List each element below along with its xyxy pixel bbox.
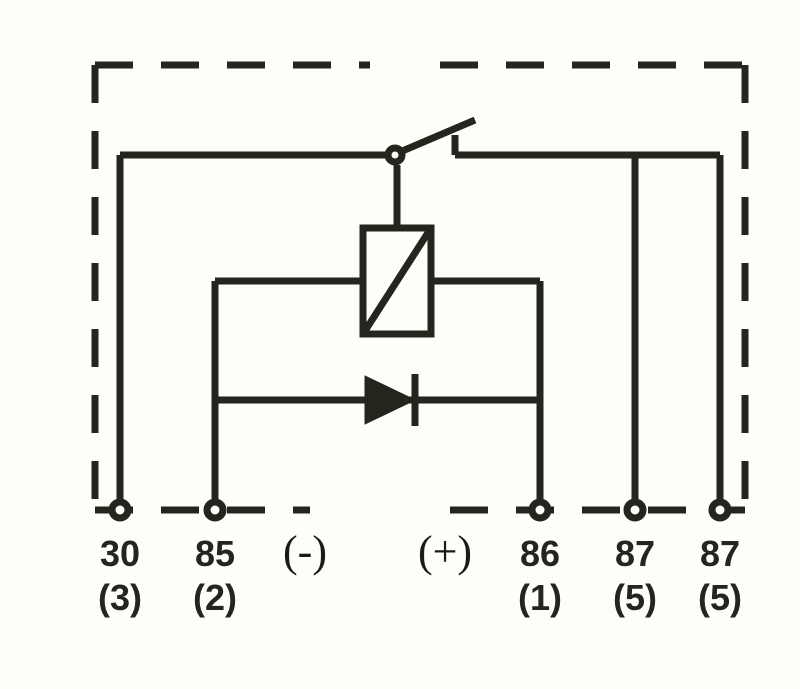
terminal-sublabel-30: (3)	[98, 577, 142, 618]
terminal-87	[712, 502, 728, 518]
terminal-30	[112, 502, 128, 518]
terminal-label-85: 85	[195, 533, 235, 574]
terminal-label-87: 87	[700, 533, 740, 574]
terminal-label-86: 86	[520, 533, 560, 574]
terminal-sublabel-85: (2)	[193, 577, 237, 618]
terminal-sublabel-87: (5)	[698, 577, 742, 618]
terminal-sublabel-86: (1)	[518, 577, 562, 618]
terminal-label-30: 30	[100, 533, 140, 574]
terminal-85	[207, 502, 223, 518]
terminal-87	[627, 502, 643, 518]
terminal-86	[532, 502, 548, 518]
relay-schematic: 30(3)85(2)86(1)87(5)87(5)(-)(+)	[0, 0, 800, 689]
polarity-plus: (+)	[418, 527, 472, 576]
terminal-label-87: 87	[615, 533, 655, 574]
terminal-sublabel-87: (5)	[613, 577, 657, 618]
polarity-minus: (-)	[283, 527, 327, 576]
